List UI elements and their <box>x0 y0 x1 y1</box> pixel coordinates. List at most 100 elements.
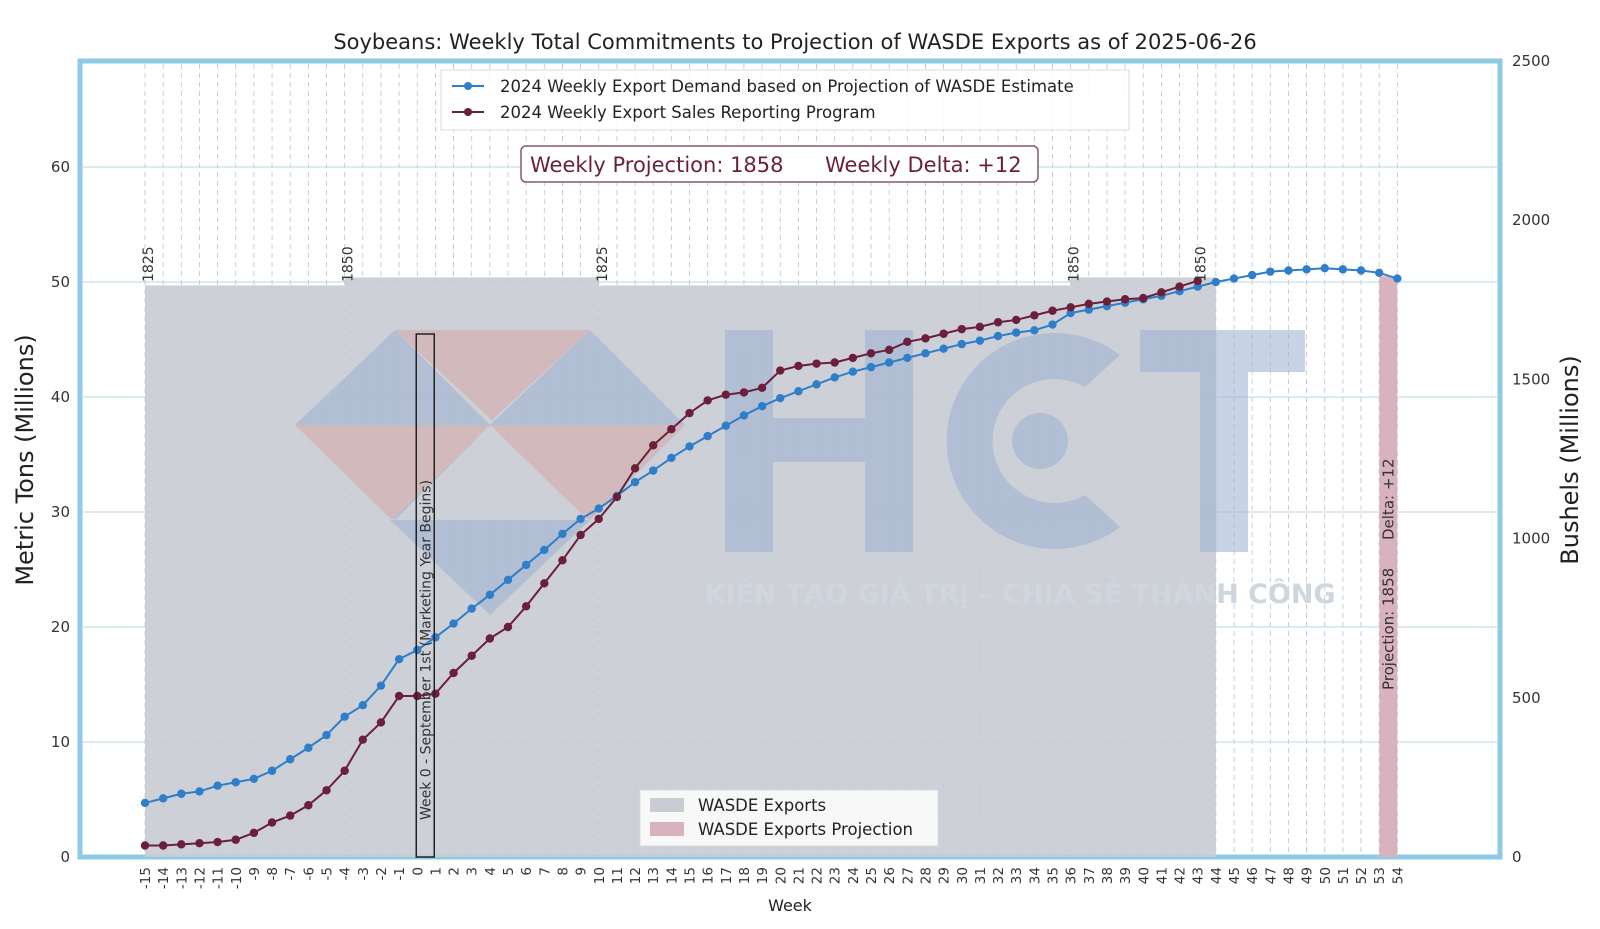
x-tick: 16 <box>701 867 717 884</box>
sales-point <box>195 839 204 848</box>
sales-point <box>286 811 295 820</box>
demand-point <box>231 778 240 787</box>
sales-point <box>449 668 458 678</box>
x-tick: -3 <box>356 867 372 880</box>
sales-point <box>703 396 712 405</box>
y-tick-right: 2000 <box>1512 211 1550 229</box>
legend-sales-label: 2024 Weekly Export Sales Reporting Progr… <box>500 103 876 122</box>
demand-point <box>1247 270 1257 280</box>
demand-point <box>177 789 186 798</box>
demand-point <box>1030 326 1039 335</box>
demand-point <box>884 358 894 367</box>
x-tick: 32 <box>991 867 1007 884</box>
legend-demand-label: 2024 Weekly Export Demand based on Proje… <box>500 77 1074 96</box>
sales-point <box>304 801 313 810</box>
demand-point <box>358 701 367 710</box>
sales-point <box>884 345 894 355</box>
sales-point <box>1048 306 1057 315</box>
x-tick: 27 <box>900 867 916 884</box>
x-tick: -2 <box>374 867 390 880</box>
sales-point <box>794 361 803 371</box>
demand-point <box>158 794 168 803</box>
y-tick-left: 0 <box>60 848 70 866</box>
demand-point <box>1356 266 1366 275</box>
sales-point <box>413 691 422 701</box>
sales-point <box>503 622 513 632</box>
x-tick: 14 <box>664 867 680 884</box>
y-tick-left: 30 <box>51 503 70 521</box>
x-tick: 36 <box>1064 867 1080 884</box>
watermark-slogan: KIẾN TẠO GIÁ TRỊ – CHIA SẺ THÀNH CÔNG <box>704 575 1335 610</box>
demand-point <box>594 504 603 513</box>
sales-point <box>1066 303 1075 312</box>
x-tick: 3 <box>465 867 481 876</box>
sales-point <box>340 766 349 775</box>
x-tick: 6 <box>519 867 535 876</box>
demand-point <box>376 681 386 690</box>
x-tick: 24 <box>846 867 862 884</box>
demand-point <box>340 712 349 721</box>
demand-point <box>1266 267 1275 276</box>
legend-wasde-swatch <box>650 798 684 812</box>
demand-point <box>721 421 730 430</box>
lines-layer <box>140 264 1402 850</box>
sales-point <box>594 514 603 524</box>
demand-point <box>521 560 531 570</box>
x-tick: -1 <box>392 867 408 880</box>
demand-point <box>394 655 404 664</box>
x-tick: 12 <box>628 867 644 884</box>
wasde-exports-bar <box>145 285 345 857</box>
demand-point <box>903 353 912 363</box>
demand-point <box>449 619 458 628</box>
sales-point <box>1120 295 1130 304</box>
demand-point <box>830 373 839 382</box>
legend-top: 2024 Weekly Export Demand based on Proje… <box>440 69 1130 131</box>
sales-point <box>685 408 694 418</box>
demand-point <box>576 514 585 524</box>
legend-sales-marker <box>464 108 472 116</box>
y-tick-left: 10 <box>51 733 70 751</box>
x-tick: 29 <box>937 867 953 884</box>
demand-point <box>667 453 676 463</box>
x-tick: 25 <box>864 867 880 884</box>
x-tick: 45 <box>1227 867 1243 884</box>
sales-point <box>649 441 658 450</box>
demand-point <box>195 787 204 796</box>
x-tick: 19 <box>755 867 771 884</box>
week0-label: Week 0 - September 1st (Marketing Year B… <box>418 480 434 820</box>
sales-point <box>739 388 749 397</box>
demand-point <box>1338 265 1348 274</box>
x-tick: 9 <box>574 867 590 876</box>
segment-label: 1850 <box>341 246 357 282</box>
demand-point <box>630 477 640 487</box>
x-tick: -11 <box>211 867 227 889</box>
sales-point <box>903 337 912 346</box>
demand-point <box>1012 328 1021 337</box>
demand-point <box>993 331 1003 341</box>
demand-point <box>1229 274 1239 283</box>
demand-point <box>249 774 259 783</box>
demand-point <box>1048 320 1057 329</box>
sales-point <box>667 425 676 434</box>
sales-point <box>540 579 549 588</box>
x-tick: 33 <box>1009 867 1025 884</box>
x-tick: 53 <box>1372 867 1388 884</box>
sales-point <box>830 358 839 367</box>
sales-point <box>213 837 222 847</box>
x-tick: 15 <box>683 867 699 884</box>
demand-point <box>1193 282 1202 291</box>
y-tick-right: 1500 <box>1512 370 1550 388</box>
info-box <box>520 145 1039 183</box>
sales-point <box>776 366 785 375</box>
x-tick: 7 <box>537 867 553 876</box>
sales-point <box>467 651 476 660</box>
x-tick: -13 <box>174 867 190 889</box>
week0-marker-box <box>415 333 435 858</box>
x-axis-label: Week <box>768 896 813 915</box>
sales-point <box>757 383 767 392</box>
demand-point <box>685 442 694 451</box>
wasde-projection-bar <box>1379 276 1398 857</box>
x-tick: 21 <box>791 867 807 884</box>
legend-demand-marker <box>464 82 472 90</box>
demand-point <box>213 781 222 790</box>
